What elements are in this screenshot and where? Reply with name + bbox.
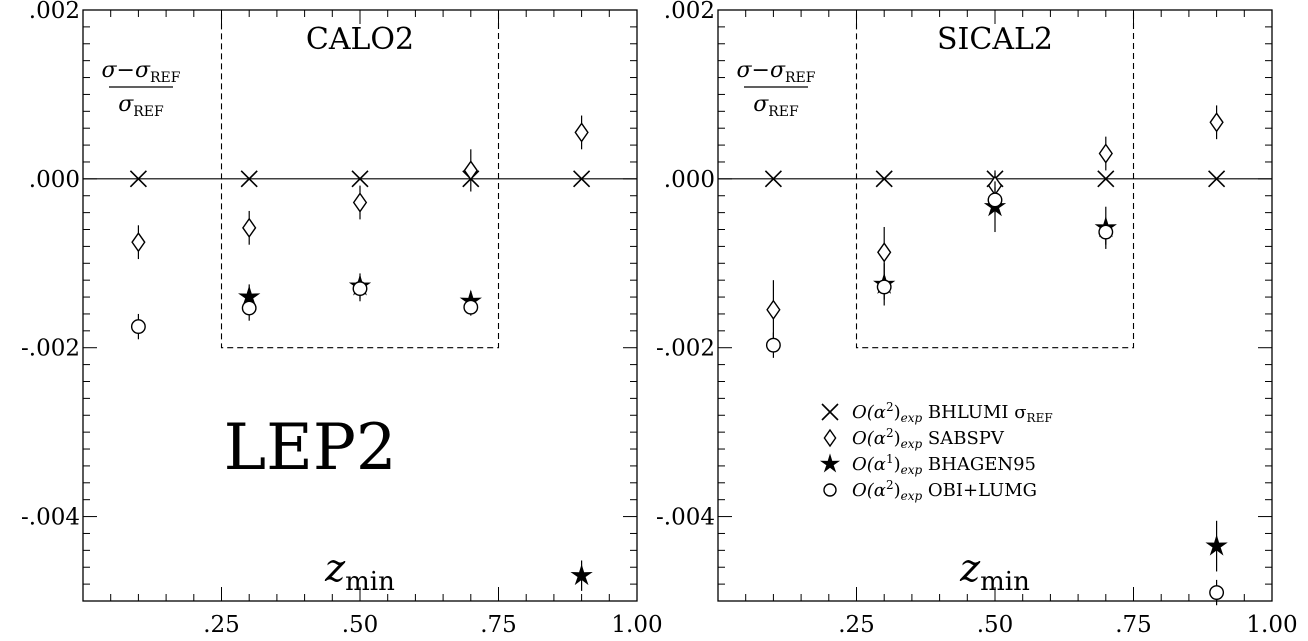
data-point-diamond (352, 192, 368, 213)
legend-entry: O(α1)exp BHAGEN95 (852, 452, 1036, 477)
ylabel-denominator: σREF (118, 92, 164, 120)
data-point-diamond (1098, 143, 1113, 164)
data-point-cross (240, 170, 258, 188)
panel-calo2: .25 .50 .75 1.00 .002 .000 -.002 -.004 CALO2 σ−σR… (21, 0, 663, 638)
y-tick-label: -.002 (21, 336, 80, 362)
data-point-circle (765, 337, 781, 353)
data-point-circle (130, 319, 146, 335)
x-axis-label: zmin (324, 546, 395, 597)
x-axis-label: zmin (959, 546, 1030, 597)
data-point-star (570, 563, 593, 586)
x-tick-label: .75 (1115, 612, 1152, 638)
data-point-diamond (242, 217, 257, 239)
series-circle (765, 187, 1225, 606)
data-point-cross (351, 170, 369, 188)
data-point-circle (1209, 585, 1225, 601)
data-point-circle (876, 279, 892, 295)
legend-entry: O(α2)exp OBI+LUMG (852, 478, 1037, 503)
data-point-diamond (131, 231, 146, 253)
y-tick-label: .002 (29, 0, 80, 24)
legend-entry: O(α2)exp BHLUMI σREF (852, 400, 1053, 425)
legend-entry: O(α2)exp SABSPV (852, 426, 1005, 451)
data-point-diamond (766, 299, 781, 320)
y-tick-label: .002 (664, 0, 715, 24)
series-star (873, 181, 1228, 572)
panel-title: SICAL2 (937, 22, 1053, 57)
data-point-cross (1097, 170, 1115, 188)
data-point-cross (1208, 170, 1226, 188)
y-tick-label: .000 (664, 167, 715, 193)
legend-marker-diamond (823, 428, 837, 448)
data-point-circle (1098, 224, 1114, 240)
cut-region-box (220, 9, 500, 349)
legend-marker-cross (821, 403, 839, 421)
lep2-label: LEP2 (224, 411, 397, 485)
ylabel-numerator: σ−σREF (737, 58, 816, 86)
panel-sical2: .25 .50 .75 1.00 .002 .000 -.002 -.004 SICAL2 σ−σ… (656, 0, 1298, 638)
data-point-cross (764, 170, 782, 188)
x-tick-label: .75 (480, 612, 517, 638)
data-point-cross (573, 170, 591, 188)
x-tick-label: .50 (342, 612, 379, 638)
y-tick-label: -.004 (656, 505, 715, 531)
data-point-diamond (1209, 112, 1224, 133)
data-point-cross (129, 170, 147, 188)
data-point-star (1205, 534, 1228, 556)
legend-marker-star (819, 453, 841, 473)
x-tick-label: .25 (203, 612, 240, 638)
ylabel-denominator: σREF (753, 92, 799, 120)
data-point-circle (352, 281, 368, 297)
legend-marker-circle (823, 483, 837, 497)
data-point-cross (875, 170, 893, 188)
y-tick-label: -.004 (21, 505, 80, 531)
series-circle (130, 275, 479, 340)
data-point-circle (987, 192, 1003, 208)
plot-frame (717, 9, 1273, 602)
y-tick-label: .000 (29, 167, 80, 193)
plot-frame (82, 9, 638, 602)
series-diamond (131, 115, 589, 260)
x-tick-label: 1.00 (611, 612, 662, 638)
data-point-diamond (877, 242, 892, 263)
panel-title: CALO2 (306, 22, 414, 57)
x-tick-label: .25 (838, 612, 875, 638)
data-point-diamond (463, 160, 478, 181)
data-point-diamond (574, 122, 589, 143)
data-point-circle (463, 299, 479, 315)
y-tick-label: -.002 (656, 336, 715, 362)
ylabel-numerator: σ−σREF (102, 58, 181, 86)
x-tick-label: .50 (977, 612, 1014, 638)
x-tick-label: 1.00 (1246, 612, 1297, 638)
cut-region-box (855, 9, 1135, 349)
data-point-circle (241, 300, 257, 316)
